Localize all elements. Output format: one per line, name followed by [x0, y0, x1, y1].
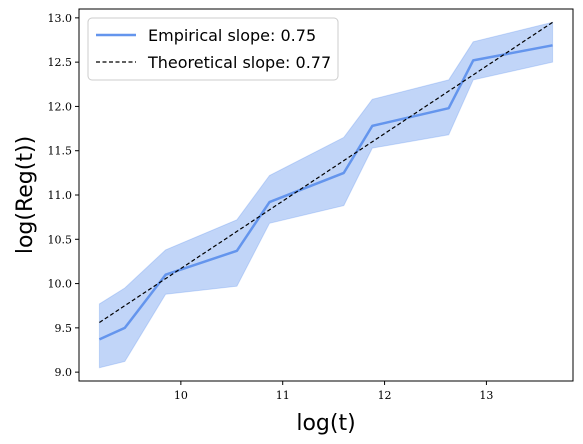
x-tick-label: 12 — [378, 389, 392, 402]
x-tick-label: 10 — [174, 389, 188, 402]
y-tick-label: 13.0 — [48, 12, 73, 25]
x-tick-label: 11 — [276, 389, 290, 402]
x-tick-label: 13 — [479, 389, 493, 402]
y-tick-label: 11.0 — [48, 189, 73, 202]
y-tick-label: 12.5 — [48, 56, 73, 69]
x-axis-ticks: 10 11 12 13 — [174, 381, 493, 402]
y-tick-label: 9.0 — [55, 366, 73, 379]
legend-label-empirical: Empirical slope: 0.75 — [148, 26, 316, 45]
y-tick-label: 12.0 — [48, 100, 73, 113]
y-axis-ticks: 9.0 9.5 10.0 10.5 11.0 11.5 12.0 12.5 13.0 — [48, 12, 79, 379]
y-tick-label: 10.0 — [48, 278, 73, 291]
y-tick-label: 10.5 — [48, 233, 73, 246]
y-tick-label: 11.5 — [48, 145, 73, 158]
x-axis-label: log(t) — [296, 411, 355, 436]
empirical-series-line — [98, 44, 553, 341]
empirical-confidence-band — [98, 21, 554, 369]
y-axis-label: log(Reg(t)) — [13, 136, 38, 254]
legend-box — [87, 17, 339, 81]
plot-area — [98, 21, 554, 369]
y-tick-label: 9.5 — [55, 322, 73, 335]
legend-label-theoretical: Theoretical slope: 0.77 — [147, 53, 331, 72]
legend: Empirical slope: 0.75 Theoretical slope:… — [87, 17, 339, 81]
